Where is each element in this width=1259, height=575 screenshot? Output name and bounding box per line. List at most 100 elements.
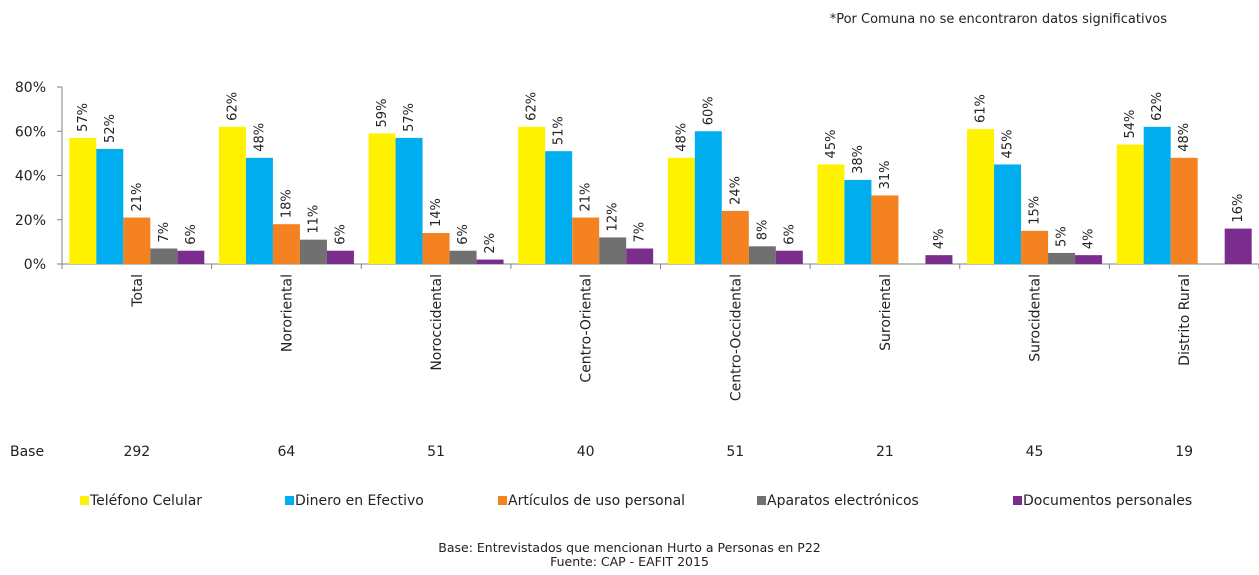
bar — [667, 157, 695, 264]
bar — [150, 248, 178, 264]
legend-label: Teléfono Celular — [89, 493, 202, 509]
base-value: 19 — [1175, 444, 1193, 460]
data-label: 6% — [333, 224, 348, 245]
data-label: 15% — [1028, 196, 1043, 225]
data-label: 51% — [552, 116, 567, 145]
data-label: 38% — [851, 145, 866, 174]
y-tick-label: 80% — [15, 80, 46, 96]
data-label: 7% — [157, 222, 172, 243]
bar — [775, 250, 803, 264]
data-label: 31% — [878, 161, 893, 190]
legend-swatch — [757, 496, 766, 505]
bar — [967, 129, 995, 264]
bar — [476, 259, 504, 264]
bar — [1021, 230, 1049, 264]
data-label: 45% — [1001, 130, 1016, 159]
base-value: 21 — [876, 444, 894, 460]
data-label: 11% — [306, 205, 321, 234]
bar — [368, 133, 396, 264]
data-label: 52% — [103, 114, 118, 143]
data-label: 8% — [755, 220, 770, 241]
bar — [817, 164, 845, 264]
category-label: Centro-Oriental — [579, 274, 595, 383]
data-label: 48% — [1177, 123, 1192, 152]
bar — [1048, 252, 1076, 264]
data-label: 5% — [1055, 226, 1070, 247]
data-label: 24% — [728, 176, 743, 205]
base-value: 51 — [427, 444, 445, 460]
data-label: 12% — [606, 203, 621, 232]
category-label: Distrito Rural — [1177, 274, 1193, 366]
data-label: 61% — [974, 94, 989, 123]
base-value: 51 — [726, 444, 744, 460]
bar — [326, 250, 354, 264]
data-label: 45% — [824, 130, 839, 159]
bar — [871, 195, 899, 264]
bar — [626, 248, 654, 264]
legend-swatch — [1013, 496, 1022, 505]
legend-swatch — [498, 496, 507, 505]
bar — [1224, 228, 1252, 264]
category-label: Nororiental — [279, 274, 295, 352]
bar — [572, 217, 600, 264]
bar — [1170, 157, 1198, 264]
data-label: 16% — [1231, 194, 1246, 223]
bar — [449, 250, 477, 264]
base-value: 292 — [123, 444, 150, 460]
legend-label: Artículos de uso personal — [508, 493, 685, 509]
bar — [218, 126, 246, 264]
data-label: 59% — [375, 99, 390, 128]
bar — [96, 148, 124, 264]
legend-swatch — [80, 496, 89, 505]
bar — [1075, 255, 1103, 264]
bar — [1116, 144, 1144, 264]
data-label: 60% — [701, 96, 716, 125]
bar — [69, 137, 97, 264]
data-label: 62% — [225, 92, 240, 121]
bar — [1143, 126, 1171, 264]
bar — [721, 210, 749, 264]
data-label: 21% — [130, 183, 145, 212]
bar — [272, 224, 300, 264]
category-label: Surocidental — [1028, 274, 1044, 362]
data-label: 4% — [1082, 229, 1097, 250]
y-tick-label: 40% — [15, 169, 46, 185]
bar — [694, 131, 722, 264]
category-label: Noroccidental — [429, 274, 445, 371]
bar — [422, 233, 450, 264]
bar — [245, 157, 273, 264]
bar — [395, 137, 423, 264]
y-tick-label: 20% — [15, 213, 46, 229]
bar — [599, 237, 627, 264]
data-label: 54% — [1123, 110, 1138, 139]
base-value: 40 — [577, 444, 595, 460]
data-label: 2% — [483, 233, 498, 254]
bar — [545, 151, 573, 264]
legend-label: Aparatos electrónicos — [767, 493, 919, 509]
bar — [299, 239, 327, 264]
legend-swatch — [285, 496, 294, 505]
y-tick-label: 0% — [24, 257, 46, 273]
category-label: Suroriental — [878, 274, 894, 351]
bar — [177, 250, 205, 264]
base-row-label: Base — [10, 444, 44, 460]
data-label: 6% — [782, 224, 797, 245]
footer-source: Fuente: CAP - EAFIT 2015 — [550, 554, 709, 569]
data-label: 62% — [1150, 92, 1165, 121]
legend-label: Documentos personales — [1023, 493, 1192, 509]
data-label: 48% — [674, 123, 689, 152]
category-label: Centro-Occidental — [728, 274, 744, 401]
data-label: 21% — [579, 183, 594, 212]
data-label: 62% — [525, 92, 540, 121]
base-value: 64 — [278, 444, 296, 460]
chart-note: *Por Comuna no se encontraron datos sign… — [829, 12, 1167, 27]
base-value: 45 — [1026, 444, 1044, 460]
data-label: 14% — [429, 198, 444, 227]
data-label: 4% — [932, 229, 947, 250]
y-tick-label: 60% — [15, 124, 46, 140]
bar — [123, 217, 151, 264]
data-label: 57% — [402, 103, 417, 132]
bar — [518, 126, 546, 264]
